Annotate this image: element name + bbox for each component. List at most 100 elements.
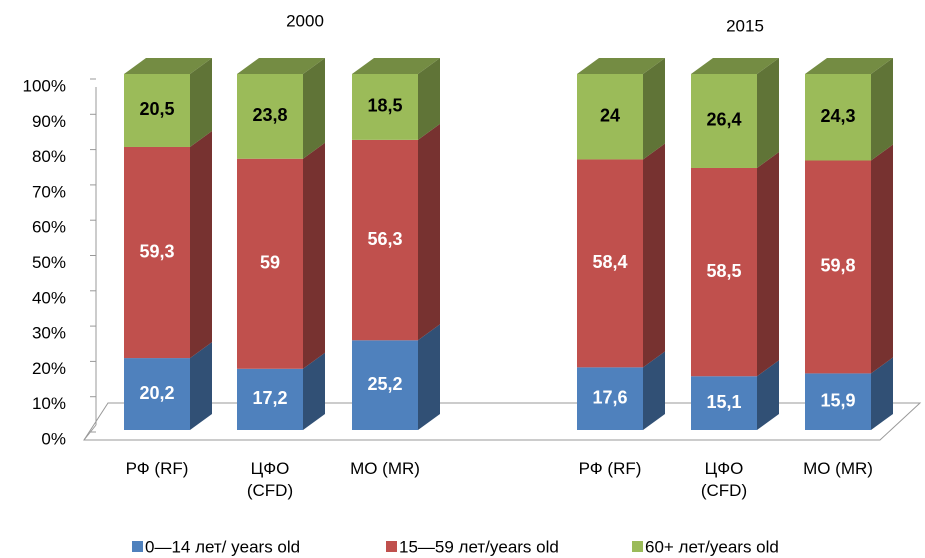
y-tick-label: 90% <box>32 112 66 131</box>
bar-front <box>124 358 190 430</box>
y-tick-label: 70% <box>32 182 66 201</box>
bar-front <box>124 74 190 147</box>
bar-side <box>418 324 440 430</box>
value-label: 17,6 <box>592 387 627 407</box>
bar-front <box>124 146 190 359</box>
bar-front <box>352 74 418 140</box>
bar-front <box>805 373 871 430</box>
value-label: 15,9 <box>820 390 855 410</box>
group-label: 2015 <box>726 16 764 35</box>
value-label: 26,4 <box>706 110 741 130</box>
value-label: 59,3 <box>139 241 174 261</box>
bar-segment <box>124 58 212 147</box>
bar-segment <box>577 143 665 368</box>
x-tick-label: РФ (RF) <box>125 459 189 478</box>
x-tick-label: ЦФО (CFD) <box>246 459 294 500</box>
bar-front <box>691 74 757 168</box>
legend-swatch <box>632 541 643 552</box>
bar-side <box>757 360 779 430</box>
bar-front <box>691 376 757 430</box>
bar-top <box>124 58 212 74</box>
bar-top <box>691 58 779 74</box>
value-label: 25,2 <box>367 374 402 394</box>
y-tick-label: 60% <box>32 218 66 237</box>
bar-front <box>577 367 643 430</box>
bar-side <box>190 58 212 147</box>
bar-front <box>577 74 643 160</box>
value-label: 59 <box>260 252 280 272</box>
bar-side <box>757 151 779 377</box>
x-tick-label: РФ (RF) <box>578 459 642 478</box>
bar-segment <box>805 58 893 161</box>
bar-front <box>805 74 871 161</box>
bar-side <box>418 123 440 341</box>
value-label: 24,3 <box>820 106 855 126</box>
y-tick-label: 30% <box>32 324 66 343</box>
bar-top <box>577 58 665 74</box>
y-tick-label: 40% <box>32 288 66 307</box>
bar-segment <box>237 142 325 369</box>
bar-side <box>303 58 325 159</box>
bar-segment <box>352 123 440 341</box>
y-tick-label: 0% <box>41 429 66 448</box>
bar-side <box>757 58 779 168</box>
bar-front <box>691 167 757 377</box>
bar-side <box>643 58 665 160</box>
legend-label: 0—14 лет/ years old <box>145 537 300 556</box>
bar-segment <box>124 130 212 359</box>
bar-segment <box>805 357 893 430</box>
value-label: 23,8 <box>252 105 287 125</box>
value-label: 58,4 <box>592 252 627 272</box>
bar-segment <box>691 360 779 430</box>
bar-side <box>303 142 325 369</box>
value-label: 17,2 <box>252 388 287 408</box>
bar-side <box>303 352 325 430</box>
bar-front <box>237 158 303 369</box>
x-tick-label: МО (MR) <box>803 459 873 478</box>
bar-front <box>805 160 871 374</box>
bar-side <box>190 342 212 430</box>
value-label: 59,8 <box>820 256 855 276</box>
bar-front <box>352 139 418 341</box>
bar-segment <box>805 144 893 374</box>
bar-top <box>352 58 440 74</box>
bar-segment <box>352 58 440 140</box>
bar-segment <box>352 324 440 430</box>
value-label: 20,2 <box>139 383 174 403</box>
value-label: 15,1 <box>706 392 741 412</box>
y-tick-label: 20% <box>32 359 66 378</box>
value-label: 24 <box>600 105 620 125</box>
x-tick-label: МО (MR) <box>350 459 420 478</box>
bar-segment <box>577 58 665 160</box>
y-tick-label: 100% <box>23 76 66 95</box>
bar-front <box>352 340 418 430</box>
bar-side <box>871 144 893 374</box>
bar-front <box>237 74 303 159</box>
legend-swatch <box>132 541 143 552</box>
bar-segment <box>237 58 325 159</box>
value-label: 20,5 <box>139 99 174 119</box>
legend-label: 15—59 лет/years old <box>399 537 559 556</box>
value-label: 18,5 <box>367 96 402 116</box>
bar-side <box>418 58 440 140</box>
bar-segment <box>691 58 779 168</box>
bar-side <box>643 143 665 368</box>
bar-segment <box>237 352 325 430</box>
value-label: 56,3 <box>367 229 402 249</box>
bar-side <box>643 351 665 430</box>
bar-side <box>190 130 212 359</box>
bar-top <box>805 58 893 74</box>
bar-side <box>871 357 893 430</box>
legend-swatch <box>386 541 397 552</box>
floor <box>83 402 922 441</box>
bar-segment <box>691 151 779 377</box>
bar-side <box>871 58 893 161</box>
bar-front <box>237 368 303 430</box>
legend-label: 60+ лет/years old <box>645 537 779 556</box>
bar-front <box>577 159 643 368</box>
group-label: 2000 <box>286 11 324 30</box>
y-tick-label: 10% <box>32 394 66 413</box>
y-tick-label: 80% <box>32 147 66 166</box>
